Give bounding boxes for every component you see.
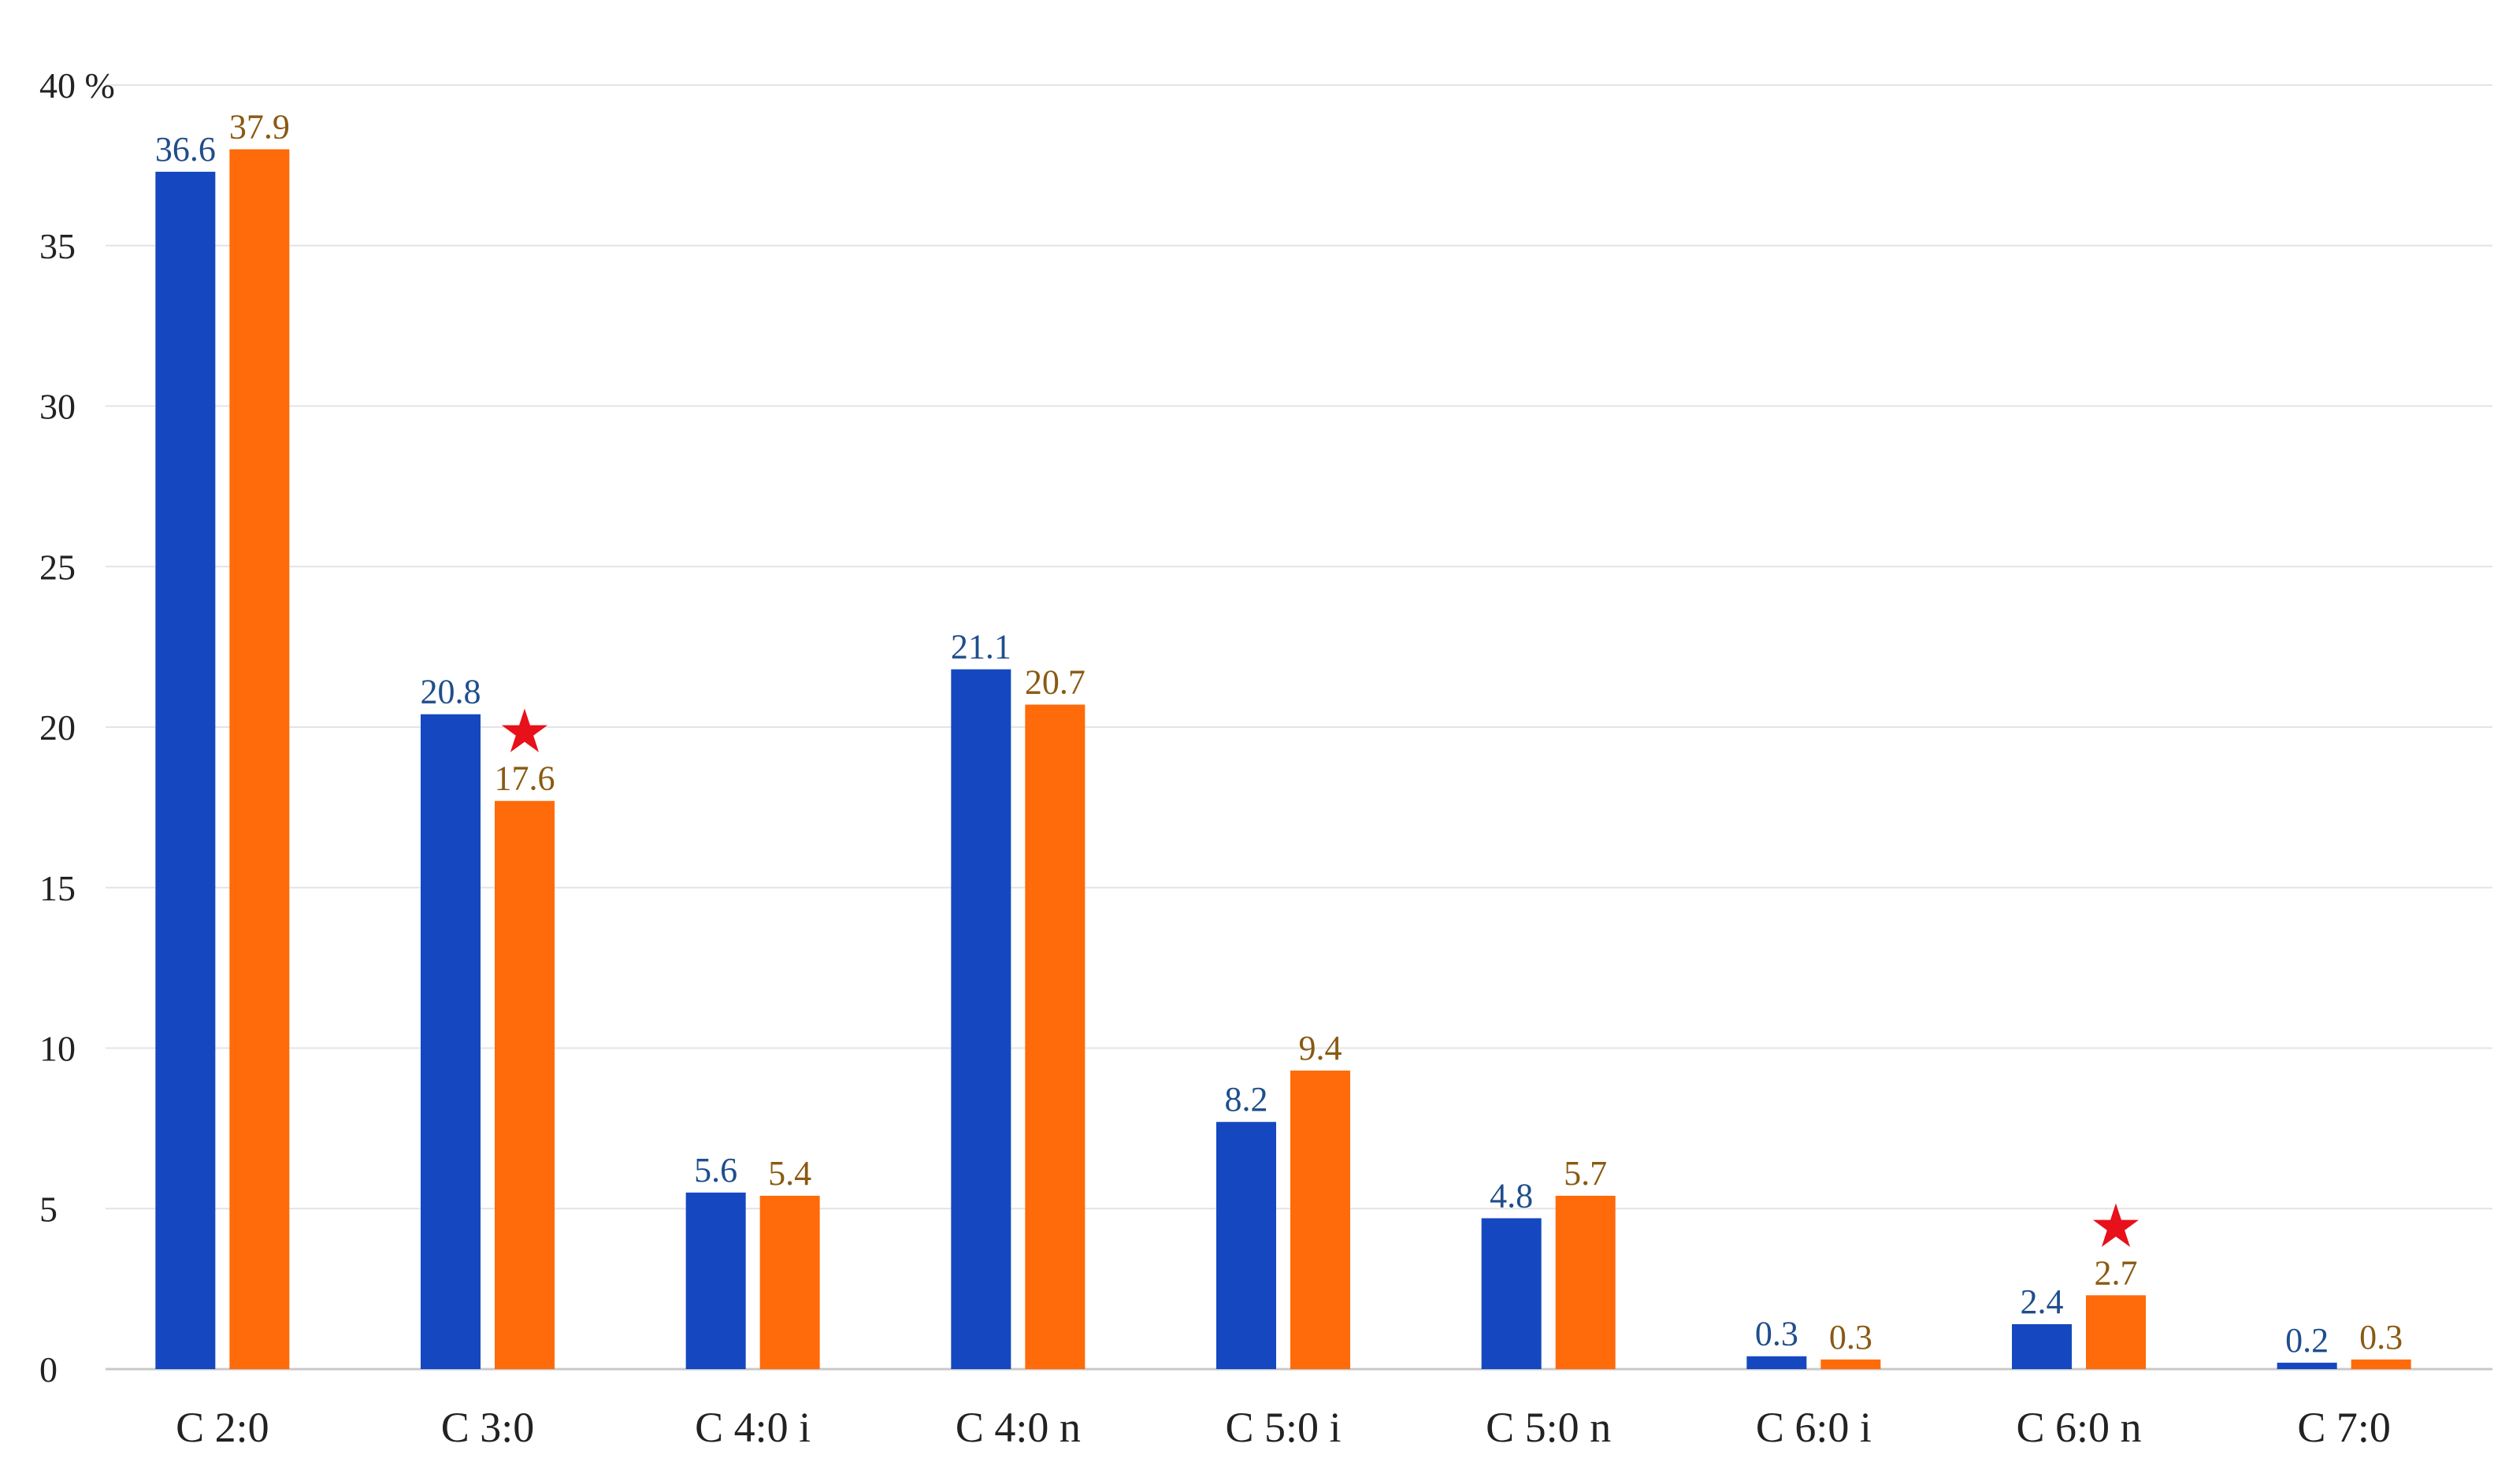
y-tick-label: 40 % (39, 65, 115, 106)
bar (2086, 1295, 2146, 1369)
x-tick-label: C 5:0 i (1225, 1404, 1341, 1451)
data-label: 36.6 (155, 130, 216, 169)
data-label: 5.7 (1564, 1154, 1607, 1193)
data-label: 20.8 (421, 673, 481, 711)
y-tick-label: 30 (39, 387, 76, 427)
x-tick-label: C 2:0 (176, 1404, 269, 1451)
data-label: 4.8 (1490, 1176, 1533, 1215)
y-tick-label: 15 (39, 868, 76, 908)
y-tick-label: 20 (39, 707, 76, 748)
x-tick-label: C 7:0 (2297, 1404, 2391, 1451)
bar (155, 172, 216, 1369)
bar (1481, 1218, 1542, 1369)
y-tick-label: 25 (39, 547, 76, 587)
data-label: 20.7 (1025, 662, 1086, 701)
data-label: 8.2 (1225, 1080, 1268, 1119)
data-label: 0.3 (2359, 1318, 2403, 1357)
significance-star-icon: ★ (2089, 1190, 2143, 1260)
data-label: 2.4 (2021, 1282, 2064, 1321)
data-label: 2.7 (2095, 1253, 2138, 1292)
bar (1555, 1195, 1616, 1369)
bar (1025, 704, 1086, 1369)
x-tick-label: C 4:0 i (695, 1404, 811, 1451)
data-label: 9.4 (1299, 1029, 1342, 1067)
y-tick-label: 10 (39, 1029, 76, 1069)
x-tick-label: C 3:0 (441, 1404, 535, 1451)
data-label: 17.6 (495, 759, 555, 798)
bar (495, 800, 555, 1369)
y-tick-label: 5 (39, 1189, 58, 1229)
x-tick-label: C 4:0 n (956, 1404, 1081, 1451)
data-label: 21.1 (951, 628, 1011, 666)
significance-star-icon: ★ (498, 696, 551, 766)
bar (1290, 1071, 1350, 1369)
bar (2277, 1362, 2337, 1369)
bar (421, 714, 481, 1369)
x-tick-label: C 5:0 n (1486, 1404, 1611, 1451)
bar (1746, 1356, 1807, 1369)
data-label: 0.3 (1829, 1318, 1872, 1357)
bar (1820, 1359, 1881, 1369)
bar (2012, 1323, 2072, 1369)
x-tick-label: C 6:0 n (2016, 1404, 2141, 1451)
data-label: 0.3 (1755, 1315, 1798, 1353)
bar (2351, 1359, 2411, 1369)
data-label: 37.9 (229, 108, 290, 147)
bar (229, 149, 290, 1369)
bar (1216, 1122, 1276, 1369)
data-labels: 36.6 37.9 20.8 17.6 5.6 5.4 21.1 20.7 8.2 9.4 4.8 5… (155, 108, 2403, 1360)
y-tick-label: 0 (39, 1349, 58, 1390)
data-label: 5.4 (768, 1154, 811, 1193)
bars (155, 149, 2411, 1369)
bar (685, 1192, 746, 1369)
bar (951, 669, 1011, 1369)
significance-markers: ★★ (498, 696, 2143, 1261)
x-axis: C 2:0 C 3:0 C 4:0 i C 4:0 n C 5:0 i C 5:0 n C … (176, 1404, 2391, 1451)
bar (759, 1195, 820, 1369)
data-label: 5.6 (694, 1151, 737, 1190)
x-tick-label: C 6:0 i (1756, 1404, 1872, 1451)
y-axis: 0 5 10 15 20 25 30 35 40 % (39, 65, 115, 1390)
y-tick-label: 35 (39, 226, 76, 266)
data-label: 0.2 (2285, 1321, 2329, 1360)
